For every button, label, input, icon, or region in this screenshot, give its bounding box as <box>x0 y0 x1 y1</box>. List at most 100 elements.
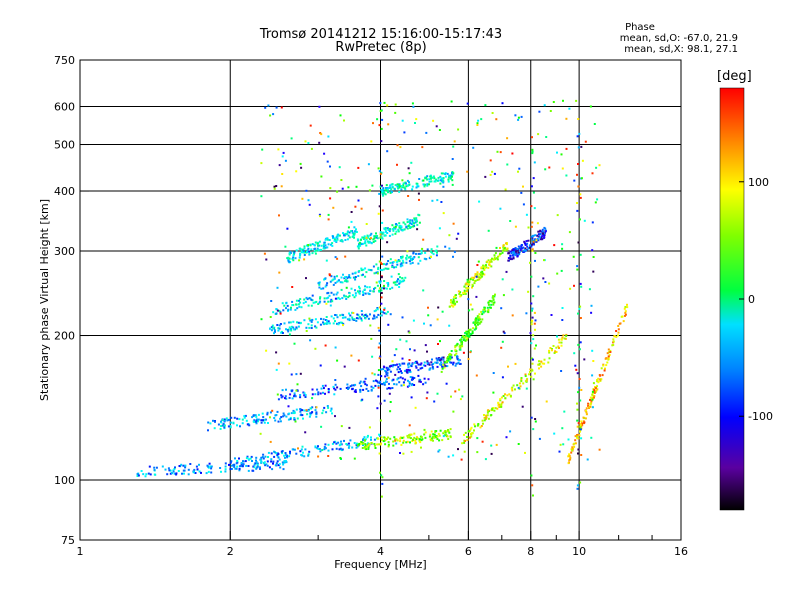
data-point <box>312 301 315 304</box>
data-point <box>576 408 579 411</box>
data-point <box>399 276 401 279</box>
data-point <box>450 304 453 307</box>
data-point <box>472 321 475 324</box>
data-point <box>539 229 542 232</box>
data-point <box>547 361 550 364</box>
data-point <box>364 240 367 243</box>
data-point <box>518 382 521 385</box>
data-point <box>288 362 291 365</box>
data-point <box>431 358 433 361</box>
data-point <box>282 151 285 154</box>
data-point <box>591 374 594 377</box>
data-point <box>452 305 455 308</box>
data-point <box>451 175 453 178</box>
data-point <box>355 317 358 320</box>
data-point <box>548 282 551 285</box>
data-point <box>534 418 537 420</box>
data-point <box>500 403 503 406</box>
data-point <box>389 313 392 316</box>
data-point <box>388 382 390 385</box>
data-point <box>480 425 483 427</box>
data-point <box>590 311 593 314</box>
data-point <box>386 190 389 192</box>
data-point <box>307 304 310 307</box>
data-point <box>381 269 384 272</box>
data-point <box>588 288 591 291</box>
data-point <box>343 119 345 122</box>
data-point <box>386 387 389 390</box>
data-point <box>597 381 600 384</box>
data-point <box>255 419 258 422</box>
data-point <box>531 235 534 237</box>
data-point <box>475 325 478 328</box>
data-point <box>221 424 224 427</box>
data-point <box>173 468 176 470</box>
data-point <box>445 360 448 363</box>
data-point <box>361 398 364 401</box>
data-point <box>310 324 313 327</box>
data-point <box>275 351 278 354</box>
data-point <box>517 118 520 121</box>
data-point <box>534 328 536 331</box>
data-point <box>329 409 332 412</box>
data-point <box>330 275 333 278</box>
data-point <box>248 424 251 427</box>
data-point <box>224 462 227 465</box>
data-point <box>439 182 442 185</box>
data-point <box>466 338 468 341</box>
data-point <box>368 293 371 295</box>
data-point <box>521 405 524 408</box>
data-point <box>357 247 360 250</box>
data-point <box>411 378 414 381</box>
data-point <box>492 298 495 301</box>
data-point <box>379 185 382 188</box>
data-point <box>409 225 411 228</box>
data-point <box>310 327 313 329</box>
data-point <box>297 303 300 306</box>
data-point <box>389 184 392 187</box>
data-point <box>453 302 456 305</box>
data-point <box>361 442 364 445</box>
data-point <box>487 301 490 304</box>
data-point <box>304 300 307 303</box>
data-point <box>459 362 462 365</box>
data-point <box>529 368 532 371</box>
data-point <box>277 398 280 401</box>
data-point <box>272 460 275 463</box>
data-point <box>466 334 469 337</box>
data-point <box>255 461 258 464</box>
data-point <box>299 247 301 250</box>
data-point <box>423 377 426 380</box>
data-point <box>414 361 417 364</box>
data-point <box>397 230 400 233</box>
data-point <box>431 199 434 202</box>
data-point <box>536 238 539 241</box>
data-point <box>363 235 366 238</box>
data-point <box>385 312 388 315</box>
data-point <box>495 118 498 121</box>
data-point <box>421 146 424 149</box>
data-point <box>325 297 328 300</box>
data-point <box>473 328 476 331</box>
data-point <box>367 444 370 447</box>
data-point <box>488 306 491 309</box>
data-point <box>299 450 302 453</box>
data-point <box>288 326 291 329</box>
data-point <box>285 307 287 310</box>
data-point <box>243 415 246 418</box>
data-point <box>357 291 360 294</box>
data-point <box>262 416 265 419</box>
data-point <box>296 383 299 386</box>
data-point <box>316 321 319 324</box>
data-point <box>393 354 396 357</box>
data-point <box>609 351 612 353</box>
data-point <box>474 273 477 276</box>
data-point <box>442 212 445 215</box>
data-point <box>293 251 296 254</box>
data-point <box>320 133 323 136</box>
data-point <box>378 329 381 332</box>
data-point <box>269 327 272 330</box>
data-point <box>624 311 627 314</box>
data-point <box>466 436 468 438</box>
